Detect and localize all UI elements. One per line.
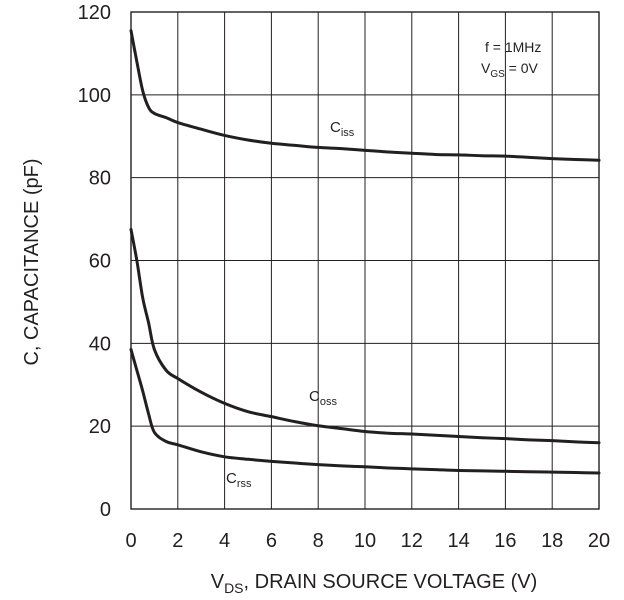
x-tick-label: 16 [494, 530, 516, 552]
crss-label-main: C [226, 470, 237, 487]
x-tick-label: 14 [447, 530, 469, 552]
vgs-annotation: VGS = 0V [481, 60, 539, 80]
series-curves [129, 29, 601, 475]
x-tick-label: 0 [125, 530, 136, 552]
x-tick-label: 12 [401, 530, 423, 552]
x-axis-label-rest: , DRAIN SOURCE VOLTAGE (V) [244, 571, 538, 593]
coss-label-subscript: oss [320, 396, 338, 408]
x-axis-label-main: V [211, 571, 225, 593]
coss-series-label: Coss [309, 388, 337, 408]
ciss-series-label: Ciss [330, 119, 355, 139]
y-tick-label: 0 [100, 499, 111, 521]
plot-frame [130, 11, 600, 510]
y-tick-label: 20 [89, 416, 111, 438]
x-tick-label: 10 [354, 530, 376, 552]
y-tick-label: 120 [78, 2, 111, 24]
x-tick-label: 20 [588, 530, 610, 552]
y-axis-label: C, CAPACITANCE (pF) [21, 158, 43, 365]
x-tick-label: 8 [313, 530, 324, 552]
grid-lines [130, 11, 600, 510]
ciss-curve [129, 29, 601, 162]
vgs-annotation-subscript: GS [490, 69, 505, 80]
y-tick-label: 100 [78, 85, 111, 107]
frequency-annotation: f = 1MHz [485, 39, 541, 55]
y-tick-label: 60 [89, 251, 111, 273]
x-tick-label: 6 [266, 530, 277, 552]
crss-curve [129, 348, 601, 475]
x-tick-label: 18 [541, 530, 563, 552]
y-tick-label: 40 [89, 333, 111, 355]
vgs-annotation-main: V [481, 60, 491, 76]
coss-label-main: C [309, 388, 320, 405]
x-axis-label-subscript: DS [224, 580, 243, 596]
vgs-annotation-rest: = 0V [505, 60, 539, 76]
y-tick-labels: 0 20 40 60 80 100 120 [78, 2, 111, 521]
crss-series-label: Crss [226, 470, 252, 490]
ciss-label-main: C [330, 119, 341, 136]
crss-label-subscript: rss [237, 478, 252, 490]
x-tick-label: 2 [172, 530, 183, 552]
ciss-label-subscript: iss [341, 127, 355, 139]
x-tick-label: 4 [219, 530, 230, 552]
coss-curve [129, 227, 601, 445]
y-tick-label: 80 [89, 168, 111, 190]
x-tick-labels: 0 2 4 6 8 10 12 14 16 18 20 [125, 530, 610, 552]
x-axis-label: VDS, DRAIN SOURCE VOLTAGE (V) [211, 571, 538, 596]
